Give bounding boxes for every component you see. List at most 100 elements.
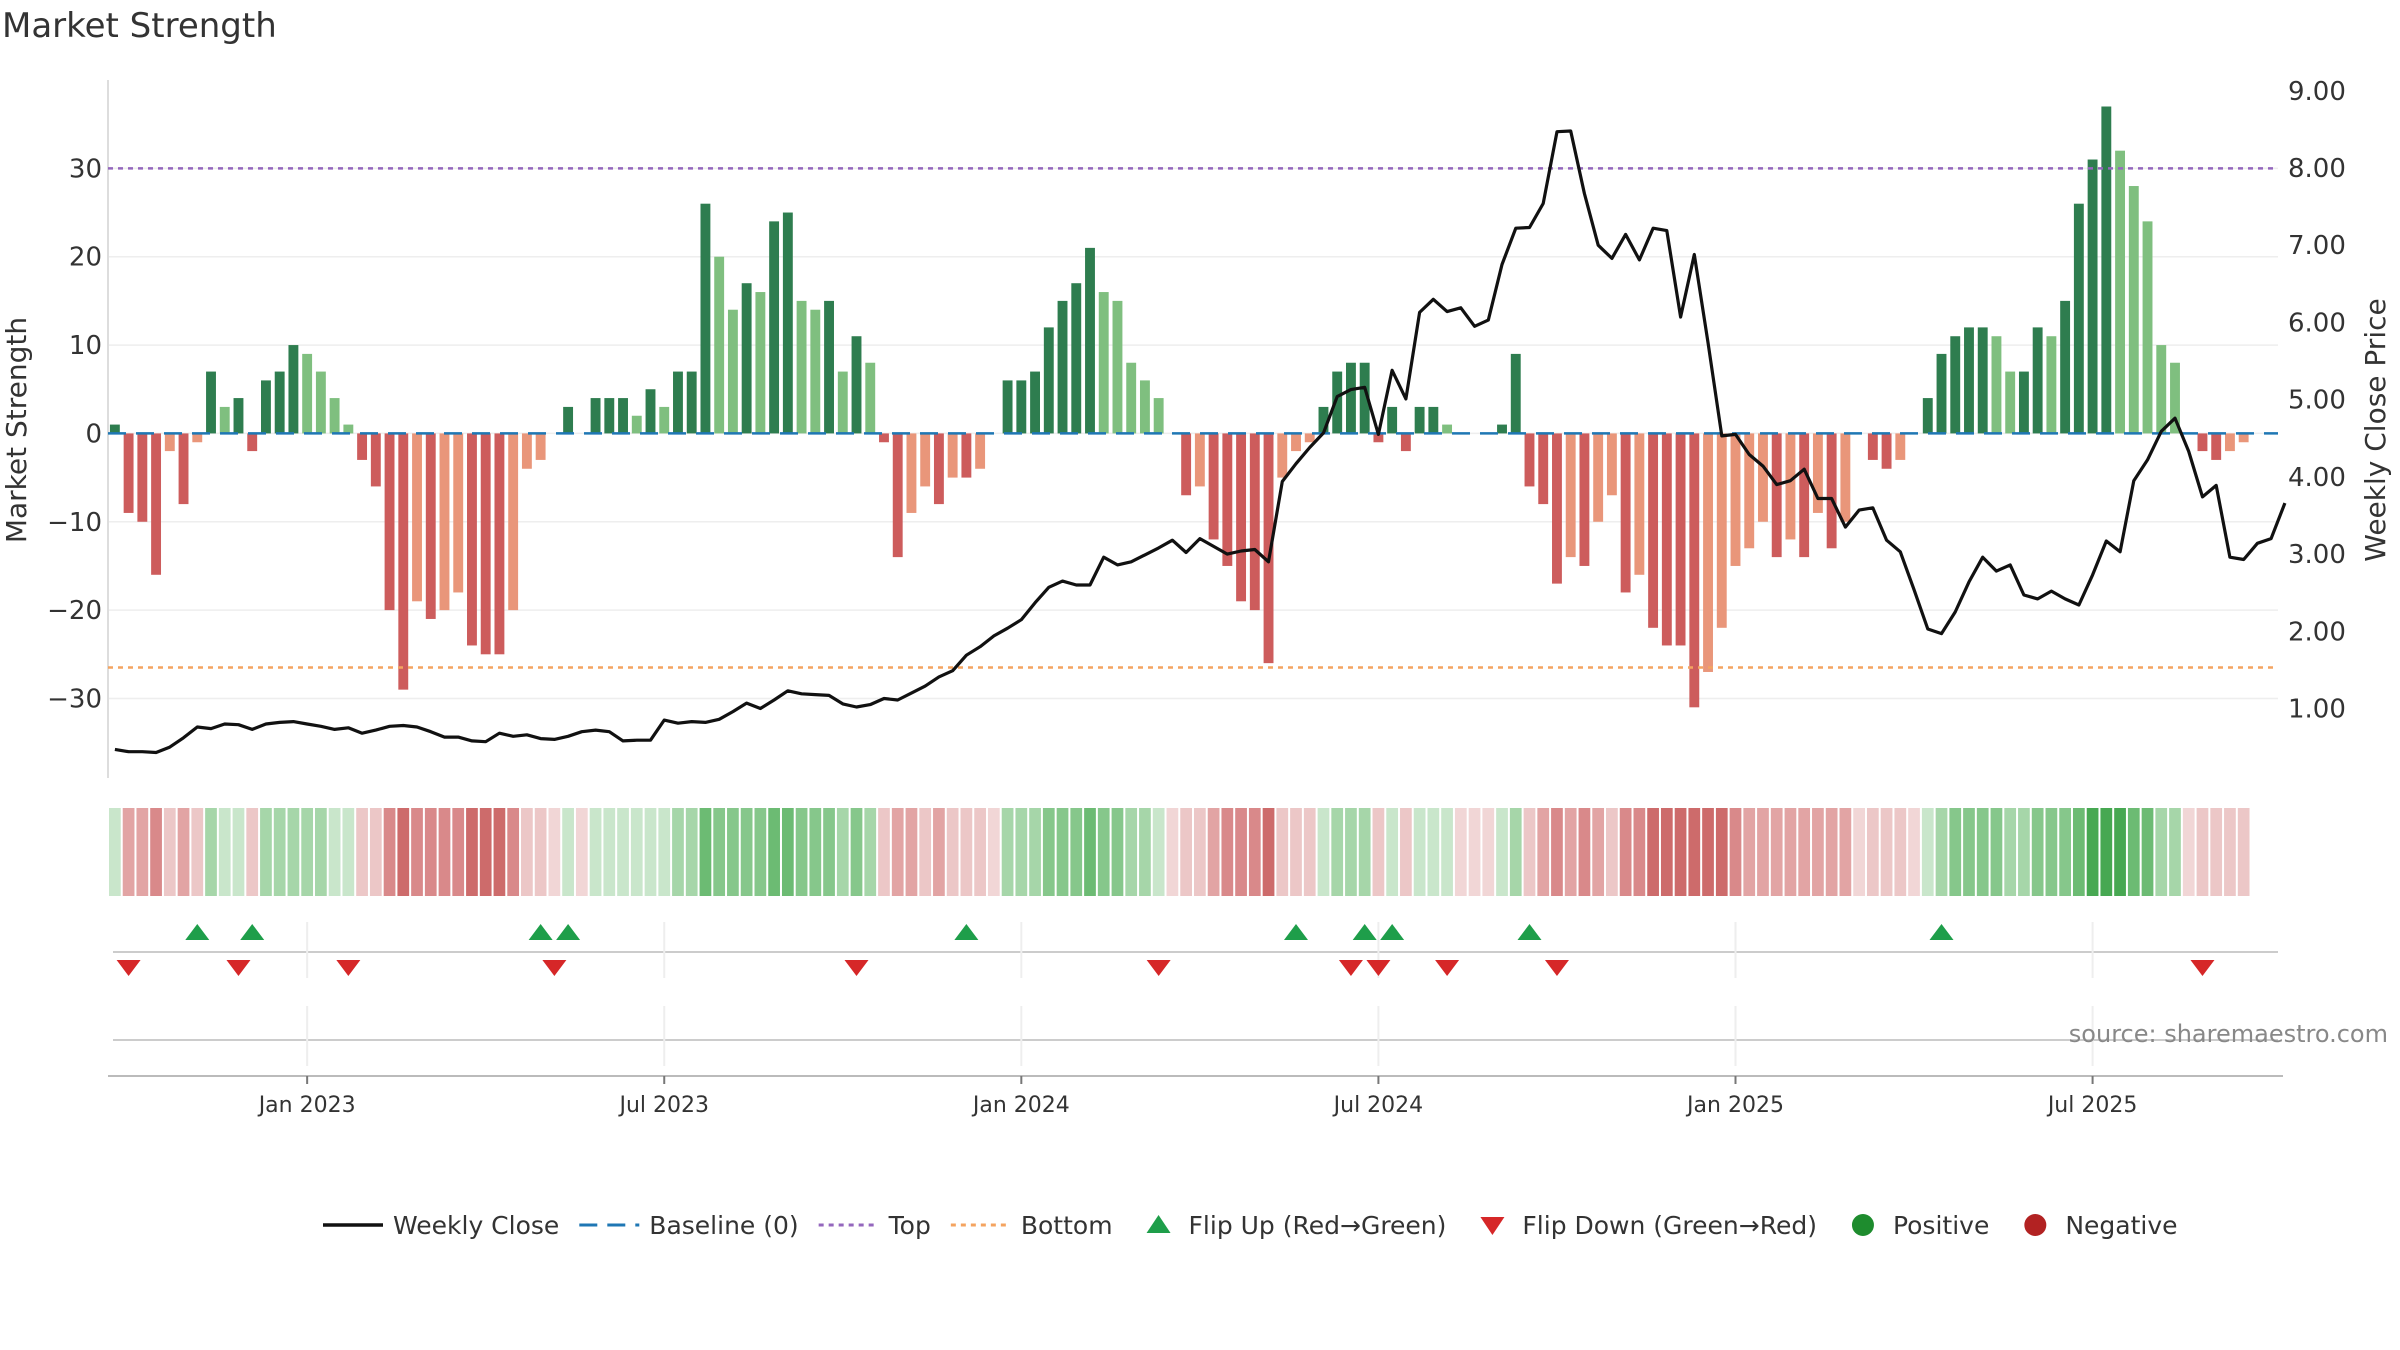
heat-cell [246,808,259,896]
heat-cell [836,808,849,896]
heat-cell [2196,808,2209,896]
heat-cell [2100,808,2113,896]
heat-cell [946,808,959,896]
heat-cell [2237,808,2250,896]
heat-cell [630,808,643,896]
heat-cell [136,808,149,896]
strength-bar [2197,433,2208,452]
heat-cell [878,808,890,896]
heat-cell [1056,808,1069,896]
strength-bar [604,398,615,434]
strength-bar [837,371,848,434]
strength-bar [1524,433,1535,487]
heat-cell [1454,808,1467,896]
left-axis-ticks: 30 20 10 0 −10 −20 −30 [47,154,102,714]
heat-cell [1880,808,1893,896]
heat-cell [2169,808,2181,896]
flip-down-marker [542,960,567,976]
strength-bar [1236,433,1247,602]
strength-bar [1016,380,1027,434]
heat-cell [191,808,204,896]
strength-bar [590,398,601,434]
legend-swatch-positive [1851,1214,1874,1236]
strength-bar [1675,433,1686,646]
heat-cell [383,808,396,896]
strength-bar [865,362,876,434]
heat-cell [2004,808,2017,896]
heat-cell [1551,808,1563,896]
heat-cell [1949,808,1962,896]
heat-cell [699,808,712,896]
heat-cell [589,808,602,896]
heat-cell [1345,808,1357,896]
strength-bar [1043,327,1054,434]
heat-cell [1866,808,1879,896]
strength-bar [1291,433,1301,452]
heat-cell [1935,808,1948,896]
heat-cell [1248,808,1261,896]
strength-bar [1414,406,1425,434]
flip-down-marker [2190,960,2215,976]
strength-bar [1428,406,1439,434]
strength-bar [453,433,464,593]
strength-bar [1689,433,1700,708]
heat-cell [438,808,451,896]
heat-cell [1908,808,1920,896]
right-tick-label: 9.00 [2288,77,2346,107]
strength-bar [1277,433,1288,478]
heat-cell [2210,808,2223,896]
heat-cell [1152,808,1165,896]
flip-up-marker [185,924,210,940]
strength-bar [933,433,944,505]
strength-bar [2005,371,2016,434]
flip-down-marker [116,960,141,976]
strength-bar [2156,345,2167,434]
heat-cell [1660,808,1673,896]
flip-up-marker [1517,924,1542,940]
strength-bar [1634,433,1645,575]
strength-bar [2224,433,2235,452]
heat-cell [1509,808,1522,896]
heat-cell [1729,808,1742,896]
heat-cell [1825,808,1838,896]
strength-bar [109,424,120,434]
legend-label: Positive [1893,1211,1989,1240]
flip-up-marker [1352,924,1377,940]
heat-cell [905,808,918,896]
heat-cell [658,808,671,896]
heat-cell [713,808,726,896]
strength-bar [961,433,972,478]
strength-bar [535,433,546,460]
strength-bar [192,433,203,443]
heat-cell [2182,808,2195,896]
strength-bar [1812,433,1823,513]
heat-cell [1963,808,1975,896]
heat-cell [850,808,863,896]
strength-bar [810,309,821,434]
legend-label: Negative [2065,1211,2177,1240]
right-tick-label: 7.00 [2288,231,2346,261]
legend-label: Bottom [1021,1211,1113,1240]
legend-swatch-flip-up [1146,1215,1171,1233]
heat-cell [1523,808,1536,896]
strength-bar [1826,433,1837,549]
heat-cell [1921,808,1934,896]
heat-cell [1386,808,1399,896]
strength-bar [2142,221,2153,434]
strength-bar [782,212,793,434]
heat-cell [1001,808,1014,896]
right-tick-label: 8.00 [2288,154,2346,184]
heat-cell [218,808,231,896]
heat-cell [1111,808,1124,896]
heat-cell [1015,808,1028,896]
heat-cell [1770,808,1783,896]
heat-cell [987,808,1000,896]
strength-bar [563,406,574,434]
heat-cell [1441,808,1453,896]
x-axis: Jan 2023 Jul 2023 Jan 2024 Jul 2024 Jan 2025… [108,1075,2283,1118]
strength-bar [123,433,134,513]
heat-cell [1798,808,1811,896]
strength-bar [1139,380,1150,434]
strength-bar [1950,336,1961,434]
legend-label: Baseline (0) [649,1211,798,1240]
